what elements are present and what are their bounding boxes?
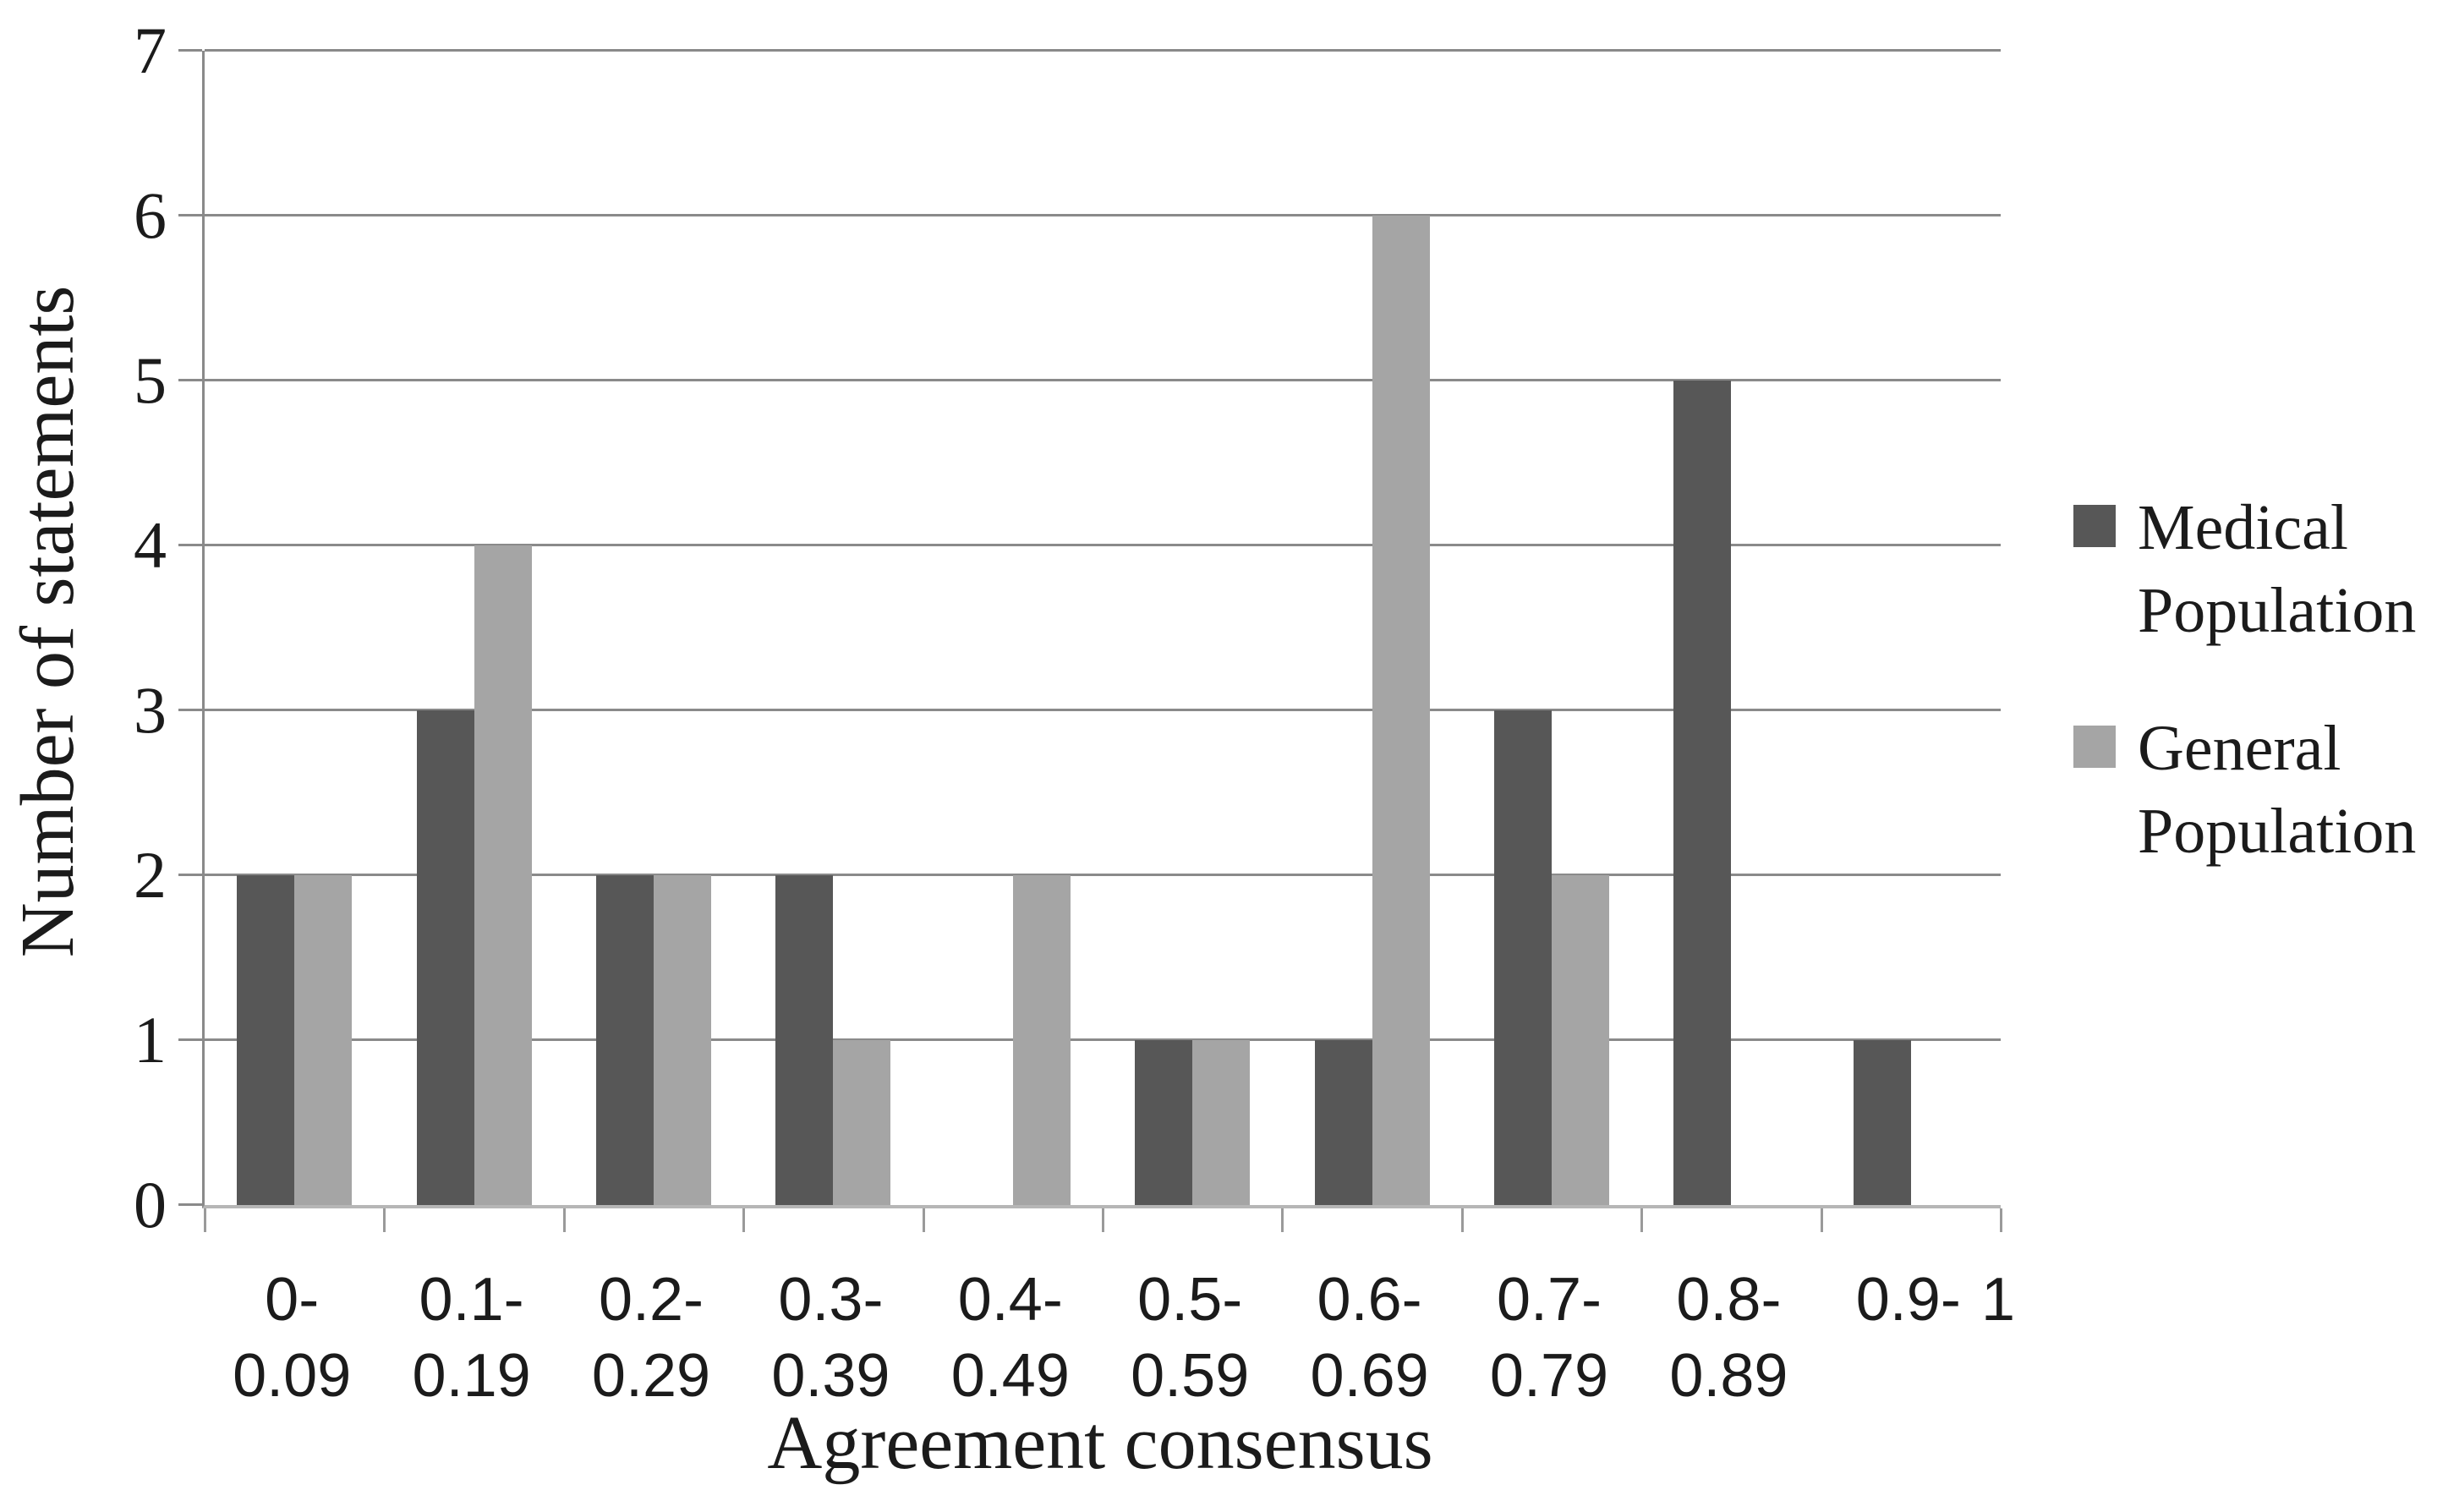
y-tick-label-5: 5 bbox=[134, 343, 167, 417]
bar-general-population-0.3-0.39 bbox=[833, 1040, 891, 1205]
bar-general-population-0.6-0.69 bbox=[1372, 216, 1430, 1205]
x-axis-tick-3 bbox=[742, 1208, 746, 1232]
legend-entry-medical-population: Medical Population bbox=[2073, 486, 2459, 652]
bar-medical-population-0.7-0.79 bbox=[1494, 710, 1552, 1205]
x-axis-tick-4 bbox=[922, 1208, 925, 1232]
x-axis-tick-9 bbox=[1820, 1208, 1823, 1232]
legend-entry-general-population: General Population bbox=[2073, 707, 2459, 873]
bar-medical-population-0.9- bbox=[1853, 1040, 1911, 1205]
legend-swatch-general-population bbox=[2073, 726, 2116, 768]
legend-swatch-medical-population bbox=[2073, 505, 2116, 547]
y-axis-tick-4 bbox=[178, 544, 202, 547]
gridline-y-2 bbox=[205, 874, 2001, 877]
bar-medical-population-0.3-0.39 bbox=[775, 875, 834, 1205]
bar-general-population-0.1-0.19 bbox=[474, 545, 532, 1205]
y-tick-label-2: 2 bbox=[134, 838, 167, 912]
y-axis-tick-2 bbox=[178, 874, 202, 877]
bar-medical-population-0-0.09 bbox=[237, 875, 295, 1205]
bar-general-population-0.5-0.59 bbox=[1192, 1040, 1251, 1205]
gridline-y-4 bbox=[205, 544, 2001, 547]
y-tick-label-1: 1 bbox=[134, 1003, 167, 1076]
y-axis-tick-7 bbox=[178, 49, 202, 52]
y-tick-label-3: 3 bbox=[134, 673, 167, 747]
x-axis-tick-2 bbox=[562, 1208, 566, 1232]
legend-label: General Population bbox=[2138, 713, 2417, 867]
bar-general-population-0.7-0.79 bbox=[1552, 875, 1609, 1205]
gridline-y-6 bbox=[205, 214, 2001, 216]
y-axis-tick-6 bbox=[178, 214, 202, 216]
x-tick-label-0.2-0.29: 0.2- 0.29 bbox=[591, 1266, 711, 1410]
bar-medical-population-0.2-0.29 bbox=[596, 875, 654, 1205]
x-axis-tick-1 bbox=[383, 1208, 386, 1232]
gridline-y-7 bbox=[205, 49, 2001, 52]
bar-general-population-0.4-0.49 bbox=[1012, 875, 1071, 1205]
plot-area bbox=[178, 49, 2002, 1232]
gridline-y-3 bbox=[205, 709, 2001, 711]
x-axis-tick-10 bbox=[2000, 1208, 2002, 1232]
x-axis-tick-labels: 0- 0.09 0.1- 0.19 0.2- 0.29 0.3- 0.39 0.4- 0.49 0.… bbox=[202, 1262, 2015, 1431]
gridline-y-5 bbox=[205, 379, 2001, 381]
y-axis-tick-1 bbox=[178, 1038, 202, 1042]
y-tick-label-7: 7 bbox=[134, 14, 167, 87]
gridline-y-1 bbox=[205, 1038, 2001, 1042]
x-axis-tick-0 bbox=[204, 1208, 206, 1232]
y-axis-tick-3 bbox=[178, 709, 202, 711]
x-axis-tick-8 bbox=[1640, 1208, 1644, 1232]
legend: Medical Population General Population bbox=[2073, 486, 2459, 873]
x-tick-label-0.5-0.59: 0.5- 0.59 bbox=[1131, 1266, 1250, 1410]
x-axis-tick-5 bbox=[1102, 1208, 1104, 1232]
x-axis-title: Agreement consensus bbox=[767, 1401, 1433, 1485]
y-axis-tick-0 bbox=[178, 1203, 202, 1206]
x-tick-label-0.8-0.89: 0.8- 0.89 bbox=[1669, 1266, 1788, 1410]
x-tick-label-0.3-0.39: 0.3- 0.39 bbox=[771, 1266, 890, 1410]
x-axis-tick-7 bbox=[1460, 1208, 1464, 1232]
bar-general-population-0.2-0.29 bbox=[654, 875, 711, 1205]
y-axis-tick-5 bbox=[178, 379, 202, 381]
bar-medical-population-0.6-0.69 bbox=[1314, 1040, 1372, 1205]
bar-general-population-0-0.09 bbox=[294, 875, 353, 1205]
y-tick-label-4: 4 bbox=[134, 508, 167, 582]
y-tick-label-6: 6 bbox=[134, 178, 167, 252]
x-axis-end-label: 1 bbox=[1980, 1266, 2016, 1334]
x-tick-label-0-0.09: 0- 0.09 bbox=[233, 1266, 352, 1410]
x-axis-tick-6 bbox=[1281, 1208, 1284, 1232]
x-tick-label-0.1-0.19: 0.1- 0.19 bbox=[412, 1266, 531, 1410]
x-tick-label-0.9-: 0.9- bbox=[1855, 1266, 1961, 1334]
bar-medical-population-0.1-0.19 bbox=[416, 710, 474, 1205]
x-tick-label-0.4-0.49: 0.4- 0.49 bbox=[950, 1266, 1070, 1410]
x-tick-label-0.6-0.69: 0.6- 0.69 bbox=[1310, 1266, 1429, 1410]
y-tick-label-0: 0 bbox=[134, 1168, 167, 1241]
bar-medical-population-0.5-0.59 bbox=[1135, 1040, 1193, 1205]
x-tick-label-0.7-0.79: 0.7- 0.79 bbox=[1489, 1266, 1609, 1410]
legend-label: Medical Population bbox=[2138, 492, 2417, 646]
bar-medical-population-0.8-0.89 bbox=[1673, 381, 1732, 1205]
